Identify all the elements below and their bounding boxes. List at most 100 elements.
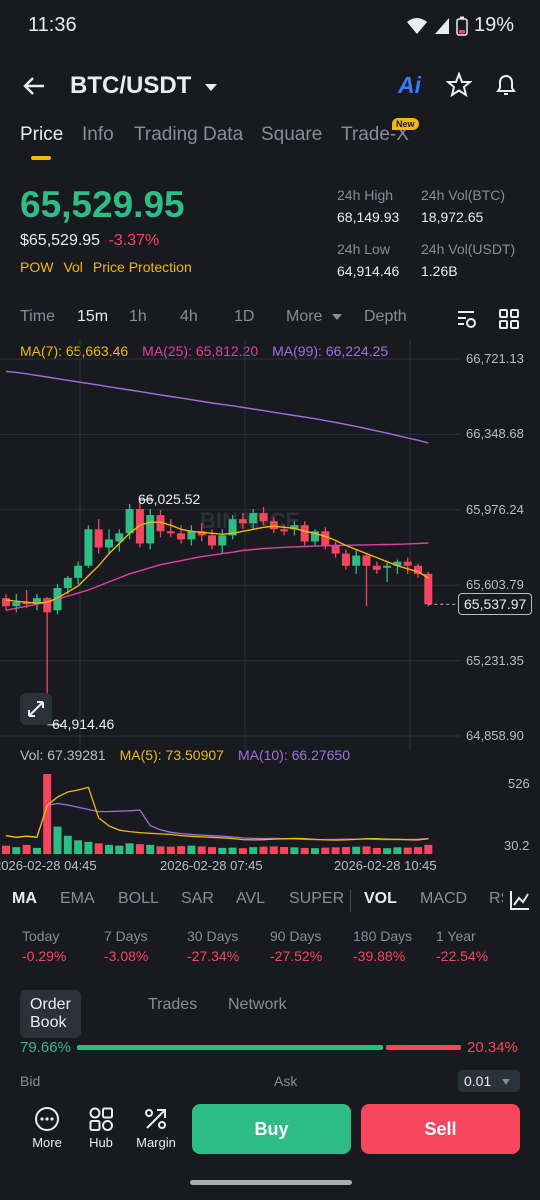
volume-bar	[300, 847, 309, 854]
volume-bar	[311, 848, 319, 854]
tf-1d[interactable]: 1D	[234, 308, 255, 325]
tag-price-protection[interactable]: Price Protection	[92, 259, 192, 275]
perf-item: Today -0.29%	[22, 928, 66, 964]
volume-bar	[2, 845, 10, 854]
hub-button[interactable]: Hub	[76, 1106, 126, 1150]
expand-chart-button[interactable]	[20, 693, 52, 725]
perf-item: 180 Days -39.88%	[353, 928, 412, 964]
tf-time[interactable]: Time	[20, 308, 55, 325]
chart-settings-icon[interactable]	[456, 308, 478, 330]
margin-button[interactable]: Margin	[131, 1106, 181, 1150]
candle-body	[105, 539, 113, 548]
tab-trade-x[interactable]: Trade-X	[341, 124, 409, 145]
volume-bar	[403, 847, 412, 854]
tab-price[interactable]: Price	[20, 124, 64, 145]
price-axis-label: 66,721.13	[466, 351, 524, 366]
volume-bar	[321, 847, 330, 854]
tf-15m[interactable]: 15m	[77, 308, 109, 325]
vol-ma10-line	[5, 802, 429, 841]
indicator-ma[interactable]: MA	[12, 890, 37, 907]
volume-bar	[238, 848, 247, 854]
perf-label: 90 Days	[270, 928, 322, 944]
candle-body	[208, 535, 216, 546]
tf-depth[interactable]: Depth	[364, 308, 407, 325]
indicator-macd[interactable]: MACD	[420, 890, 468, 907]
vol-ma5-line	[5, 786, 429, 841]
candle-body	[383, 565, 392, 568]
indicator-avl[interactable]: AVL	[236, 890, 266, 907]
candle-body	[300, 525, 309, 542]
price-subline: $65,529.95 -3.37%	[20, 232, 159, 250]
tag-vol[interactable]: Vol	[63, 259, 83, 275]
volume-bar	[393, 847, 402, 854]
tf-4h[interactable]: 4h	[180, 308, 198, 325]
volume-bar	[414, 847, 422, 854]
candlestick-chart[interactable]: BINANCE	[0, 340, 540, 750]
vol-axis-top: 526	[508, 776, 530, 791]
back-arrow-icon[interactable]	[22, 74, 46, 98]
volume-bar	[259, 846, 268, 854]
high-annotation: 66,025.52	[138, 490, 201, 507]
candle-body	[12, 602, 21, 607]
perf-value: -27.52%	[270, 948, 323, 964]
tab-info[interactable]: Info	[82, 124, 114, 145]
candle-body	[228, 519, 237, 536]
ask-label: Ask	[274, 1073, 298, 1089]
bid-label: Bid	[20, 1073, 41, 1089]
candle-body	[424, 573, 433, 605]
candle-body	[269, 521, 278, 530]
top-app-bar: BTC/USDT Ai	[0, 60, 540, 112]
perf-value: -3.08%	[104, 948, 149, 964]
indicator-settings-icon[interactable]	[508, 888, 532, 912]
vol-ma10: MA(10): 66.27650	[237, 747, 351, 763]
price-axis-label: 66,348.68	[466, 426, 524, 442]
tab-square[interactable]: Square	[261, 124, 323, 145]
candle-body	[115, 533, 124, 542]
pair-selector[interactable]: BTC/USDT	[70, 72, 218, 100]
star-icon[interactable]	[446, 72, 472, 98]
perf-value: -22.54%	[436, 948, 489, 964]
tab-network[interactable]: Network	[228, 996, 287, 1013]
bell-icon[interactable]	[494, 72, 518, 98]
volume-bar	[249, 847, 258, 854]
volume-bar	[63, 835, 72, 854]
sell-button[interactable]: Sell	[361, 1104, 520, 1154]
indicator-boll[interactable]: BOLL	[118, 890, 159, 907]
tf-more[interactable]: More	[286, 308, 343, 326]
volume-bar	[372, 847, 381, 854]
volume-bar	[341, 847, 350, 854]
indicator-sar[interactable]: SAR	[181, 890, 214, 907]
more-button[interactable]: More	[22, 1106, 72, 1150]
grid-layout-icon[interactable]	[498, 308, 520, 330]
vol-value: Vol: 67.39281	[20, 747, 106, 763]
indicator-vol[interactable]: VOL	[364, 890, 397, 907]
perf-value: -39.88%	[353, 948, 406, 964]
buy-button[interactable]: Buy	[192, 1104, 351, 1154]
volume-bar	[12, 847, 21, 854]
caret-down-icon	[331, 314, 342, 320]
tf-1h[interactable]: 1h	[129, 308, 147, 325]
candle-body	[393, 561, 402, 566]
tab-order-book[interactable]: Order Book	[20, 990, 81, 1038]
tab-trading-data[interactable]: Trading Data	[134, 124, 244, 145]
indicator-rsi[interactable]: RSI	[489, 890, 503, 907]
indicator-ema[interactable]: EMA	[60, 890, 95, 907]
candle-body	[218, 535, 227, 546]
ai-button[interactable]: Ai	[398, 72, 421, 98]
tag-pow[interactable]: POW	[20, 259, 54, 275]
tab-trades[interactable]: Trades	[148, 996, 198, 1013]
indicator-super[interactable]: SUPER	[289, 890, 345, 907]
current-price-tag: 65,537.97	[458, 593, 533, 616]
perf-label: 180 Days	[353, 928, 413, 944]
tab-bar: Price Info Trading Data Square Trade-X N…	[0, 118, 540, 168]
precision-select[interactable]: 0.01	[458, 1070, 520, 1092]
candle-body	[341, 553, 350, 566]
hub-icon	[89, 1107, 113, 1131]
volume-bar	[43, 774, 52, 854]
volume-bar	[218, 847, 227, 854]
candle-body	[238, 519, 247, 524]
status-time: 11:36	[28, 14, 77, 36]
volume-bar	[74, 840, 83, 854]
volume-bar	[156, 846, 165, 854]
perf-item: 1 Year -22.54%	[436, 928, 488, 964]
